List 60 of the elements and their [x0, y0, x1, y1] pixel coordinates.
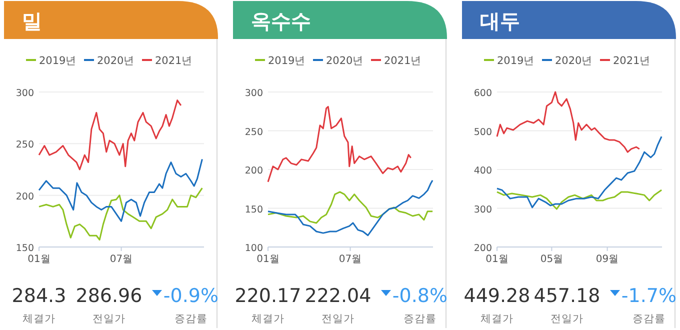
- y-tick-label: 300: [16, 88, 34, 99]
- x-tick-label: 01월: [256, 254, 280, 265]
- y-tick-label: 200: [16, 191, 34, 202]
- line-series: [267, 191, 434, 224]
- text: 증감률: [404, 313, 436, 325]
- text: -0.9%: [163, 285, 219, 307]
- line-series: [496, 189, 662, 210]
- text: 증감률: [174, 313, 208, 325]
- legend-label: 2021년: [155, 55, 193, 67]
- text: -0.8%: [392, 285, 448, 307]
- text: 전일가: [550, 313, 584, 325]
- text: 체결가: [480, 313, 514, 325]
- legend-label: 2021년: [613, 55, 651, 67]
- x-tick-label: 05월: [540, 254, 564, 265]
- text: 284.3: [12, 285, 66, 307]
- y-tick-label: 250: [244, 126, 263, 138]
- legend-label: 2020년: [555, 55, 593, 67]
- text: 체결가: [252, 313, 284, 325]
- text: 체결가: [22, 313, 56, 325]
- x-tick-label: 07월: [110, 254, 133, 265]
- line-series: [267, 180, 434, 236]
- chart-title: 옥수수: [251, 9, 311, 33]
- text: 286.96: [76, 285, 142, 307]
- text: -1.7%: [621, 285, 677, 307]
- y-tick-label: 150: [16, 243, 34, 254]
- text: 전일가: [322, 313, 354, 325]
- line-series: [38, 187, 203, 241]
- legend-label: 2019년: [39, 55, 77, 67]
- y-tick-label: 300: [244, 88, 263, 99]
- line-series: [38, 100, 182, 170]
- line-series: [267, 106, 412, 183]
- x-tick-label: 01월: [486, 254, 508, 265]
- y-tick-label: 200: [474, 243, 492, 254]
- y-tick-label: 400: [474, 166, 492, 176]
- legend-label: 2019년: [268, 55, 306, 67]
- line-series: [496, 136, 662, 208]
- y-tick-label: 100: [244, 243, 263, 254]
- legend-label: 2021년: [384, 55, 422, 67]
- line-series: [38, 158, 203, 222]
- text: 220.17: [234, 285, 302, 307]
- legend-label: 2019년: [497, 55, 535, 67]
- y-tick-label: 200: [244, 166, 263, 176]
- x-tick-label: 07월: [338, 254, 362, 265]
- y-tick-label: 500: [474, 126, 492, 138]
- y-tick-label: 600: [474, 88, 492, 99]
- legend-label: 2020년: [326, 55, 364, 67]
- y-tick-label: 250: [16, 140, 34, 151]
- text: 222.04: [304, 285, 372, 307]
- legend-label: 2020년: [97, 55, 135, 67]
- x-tick-label: 01월: [28, 254, 50, 265]
- chart-title: 밀: [22, 9, 42, 33]
- line-series: [496, 91, 640, 153]
- text: 449.28: [464, 285, 530, 307]
- chart-title: 대두: [480, 9, 520, 33]
- text: 증감률: [632, 313, 666, 325]
- text: 전일가: [92, 313, 126, 325]
- y-tick-label: 300: [474, 204, 492, 216]
- text: 457.18: [534, 285, 600, 307]
- x-tick-label: 09월: [596, 254, 619, 265]
- y-tick-label: 150: [244, 204, 263, 216]
